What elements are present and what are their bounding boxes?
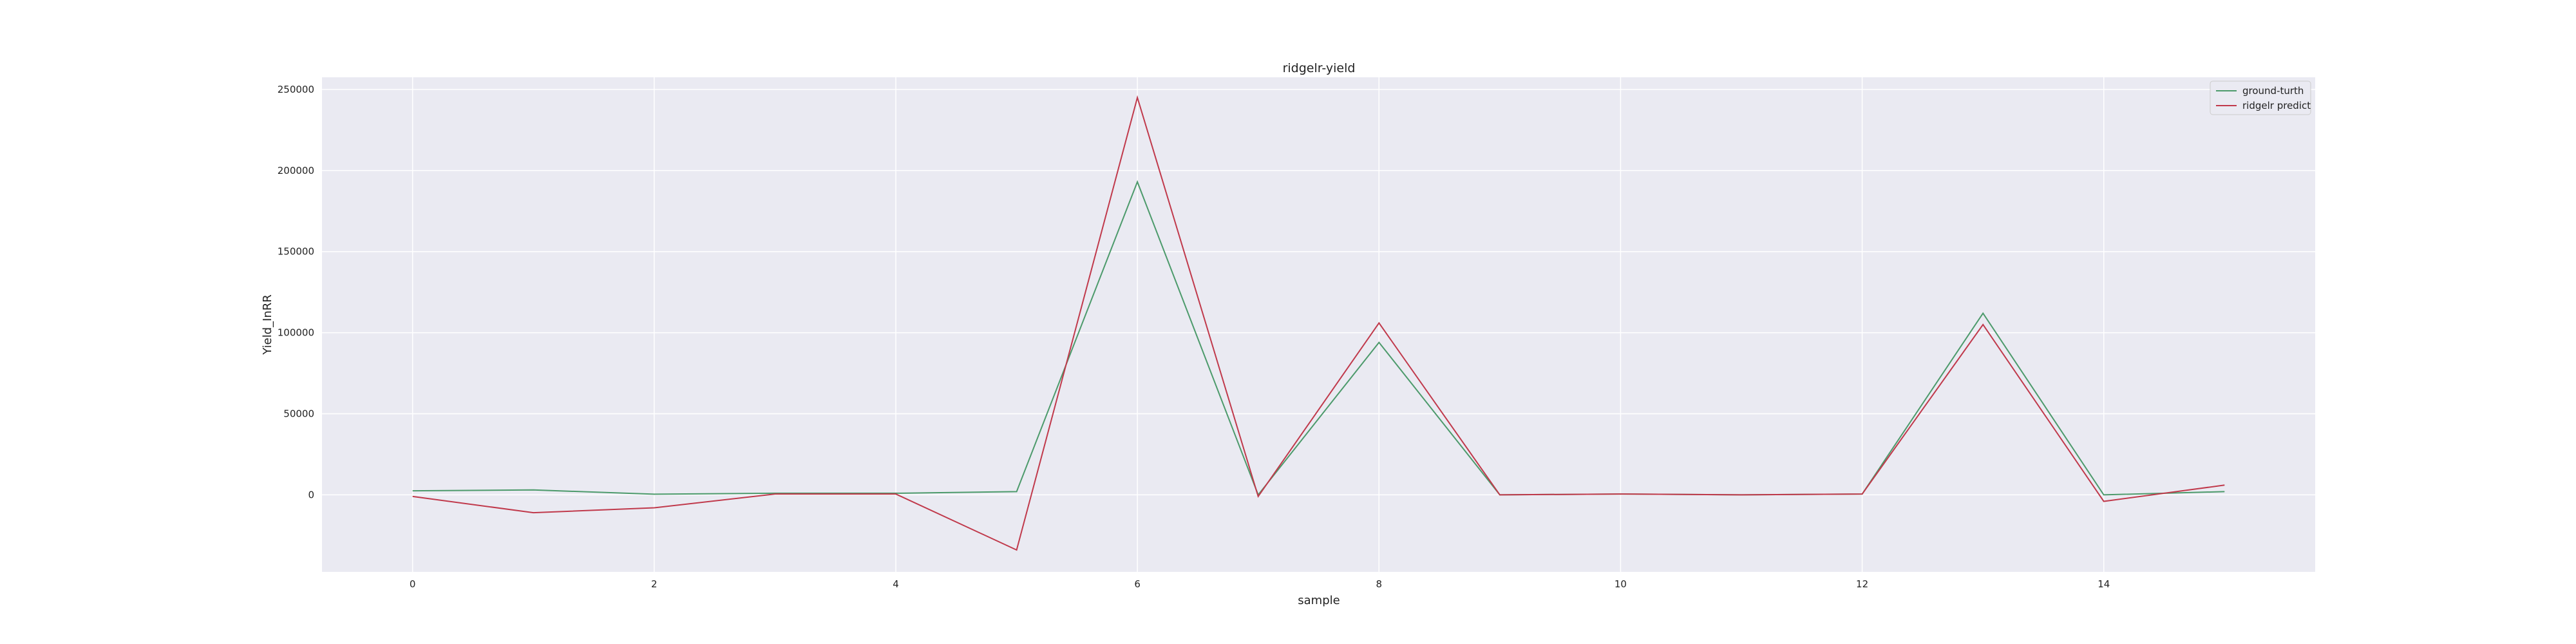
- legend-label: ridgelr predict: [2242, 100, 2311, 111]
- x-tick-label: 0: [410, 578, 416, 590]
- x-tick-label: 2: [651, 578, 658, 590]
- x-tick-labels: 0 2 4 6 8 10 12 14: [410, 578, 2110, 590]
- legend-label: ground-turth: [2242, 85, 2304, 97]
- series-line-2: [412, 95, 2225, 551]
- x-tick-label: 14: [2098, 578, 2110, 590]
- y-tick-labels: 0 50000 100000 150000 200000 250000: [278, 84, 314, 501]
- plot-area: [322, 77, 2315, 572]
- x-tick-label: 8: [1376, 578, 1383, 590]
- chart-title: ridgelr-yield: [1283, 61, 1356, 75]
- x-tick-label: 10: [1615, 578, 1627, 590]
- x-axis-label: sample: [1298, 594, 1340, 607]
- legend: ground-turth ridgelr predict: [2210, 80, 2311, 115]
- x-tick-label: 4: [893, 578, 899, 590]
- y-tick-label: 50000: [283, 408, 314, 419]
- y-tick-label: 150000: [278, 246, 314, 258]
- x-tick-label: 6: [1134, 578, 1141, 590]
- series-group: [412, 95, 2225, 551]
- y-axis-label: Yield_InRR: [261, 294, 274, 355]
- y-tick-label: 200000: [278, 165, 314, 176]
- grid-lines: [322, 77, 2315, 572]
- y-tick-label: 100000: [278, 327, 314, 339]
- series-line-1: [412, 180, 2225, 497]
- y-tick-label: 0: [308, 489, 314, 500]
- y-tick-label: 250000: [278, 84, 314, 95]
- x-tick-label: 12: [1856, 578, 1868, 590]
